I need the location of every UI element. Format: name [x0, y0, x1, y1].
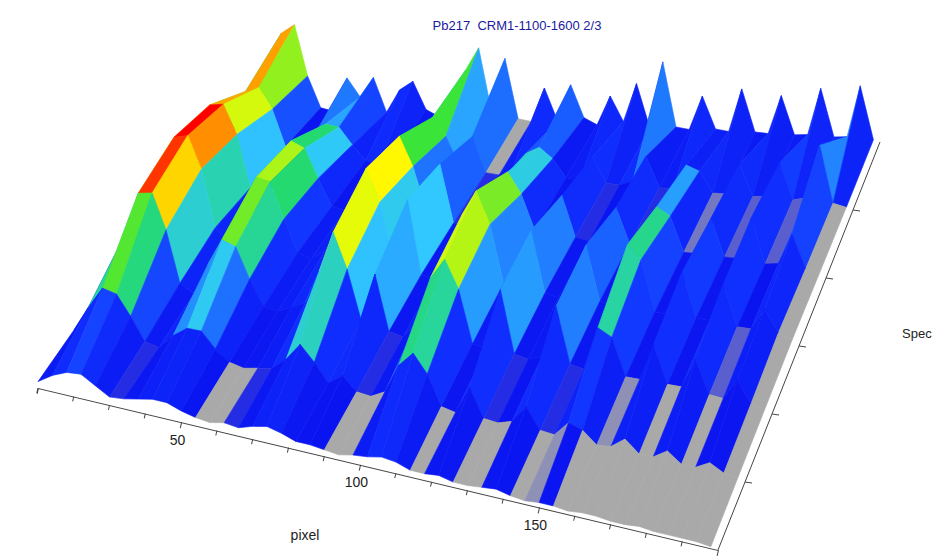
x-minor-tick	[144, 414, 145, 419]
y-tick	[772, 414, 779, 415]
x-tick-mark	[359, 465, 360, 471]
surface-cell	[806, 203, 847, 274]
x-minor-tick	[431, 482, 432, 487]
x-minor-tick	[681, 541, 682, 546]
x-tick: 100	[341, 462, 373, 496]
x-tick: 50	[166, 420, 191, 451]
y-axis	[718, 142, 880, 550]
x-minor-tick	[502, 499, 503, 504]
x-tick-mark	[538, 507, 539, 513]
x-tick-label: 50	[170, 432, 186, 448]
x-minor-tick	[574, 516, 575, 521]
x-minor-tick	[216, 431, 217, 436]
x-axis-title: pixel	[291, 527, 320, 543]
x-tick: 150	[520, 504, 552, 538]
y-tick	[745, 482, 752, 483]
title: Pb217 CRM1-1100-1600 2/3	[433, 18, 602, 33]
x-axis-line	[37, 389, 718, 556]
x-minor-tick	[466, 490, 467, 495]
x-minor-tick	[37, 388, 38, 393]
x-tick-mark	[180, 422, 181, 428]
x-axis: 50 100 150	[31, 388, 718, 560]
surface	[38, 25, 873, 547]
surface-cell	[778, 269, 819, 340]
x-minor-tick	[609, 524, 610, 529]
x-minor-tick	[395, 473, 396, 478]
x-tick-label: 100	[345, 474, 369, 490]
surface-cell	[724, 403, 765, 477]
surface-cell	[751, 333, 792, 409]
x-minor-tick	[287, 448, 288, 453]
y-tick	[853, 210, 860, 211]
y-axis-title: Spec	[902, 326, 932, 341]
chart: 50 100 150 Pb217 CRM1-1100-1600 2/3 pixel Spe…	[0, 0, 952, 560]
y-tick	[826, 278, 833, 279]
x-minor-tick	[645, 533, 646, 538]
y-tick	[799, 346, 806, 347]
surface-cell	[697, 473, 738, 547]
x-minor-tick	[252, 439, 253, 444]
surface-cell	[833, 86, 873, 208]
x-minor-tick	[108, 405, 109, 410]
x-minor-tick	[323, 456, 324, 461]
x-minor-tick	[73, 397, 74, 402]
x-tick-label: 150	[524, 517, 548, 533]
y-axis-line	[718, 142, 880, 550]
